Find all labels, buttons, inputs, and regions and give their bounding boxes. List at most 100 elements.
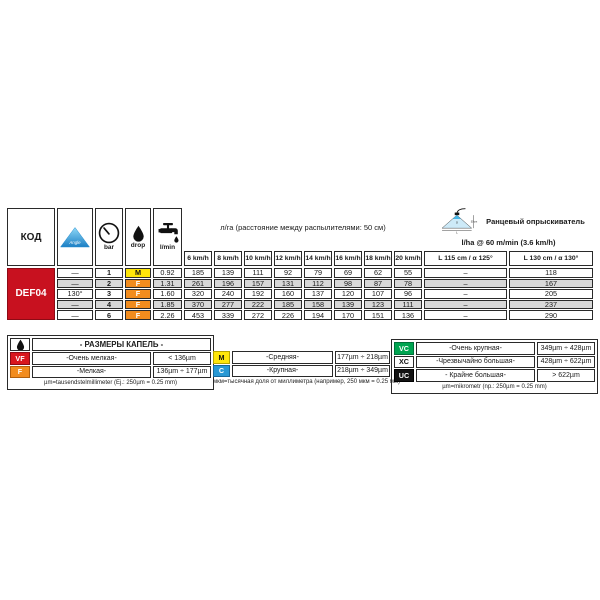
- size-code-m: M: [213, 351, 230, 364]
- lha-cell: 137: [304, 289, 332, 299]
- lha-cell: 370: [184, 299, 212, 310]
- lha-cell: 240: [214, 289, 242, 299]
- lha-cell: 92: [274, 268, 302, 278]
- l130-column-header: L 130 cm / α 130°: [509, 251, 593, 266]
- speed-header: 12 km/h: [274, 251, 302, 266]
- lha-cell: 107: [364, 289, 392, 299]
- lha-cell: 261: [184, 278, 212, 289]
- droplet-sizes-table-medium: M -Средняя- 177µm ÷ 218µm C -Крупная- 21…: [213, 351, 401, 386]
- size-range: 218µm ÷ 349µm: [335, 364, 390, 377]
- lha-cell: 96: [394, 289, 422, 299]
- size-range: 349µm ÷ 428µm: [537, 342, 595, 355]
- bar-cell: 4: [95, 299, 123, 310]
- lha-cell: 320: [184, 289, 212, 299]
- sprayer-alpha-label: α: [456, 221, 458, 225]
- lha-cell: 123: [364, 299, 392, 310]
- spec-table-header: КОД Angle bar: [7, 208, 593, 266]
- size-range: > 622µm: [537, 369, 595, 382]
- lha-cell: 272: [244, 310, 272, 320]
- lha-cell: 196: [214, 278, 242, 289]
- lha-cell: 111: [394, 299, 422, 310]
- sprayer-height-label: 30 cm: [471, 222, 477, 224]
- size-label: -Мелкая-: [32, 365, 151, 378]
- size-code-uc: UC: [394, 369, 414, 382]
- lha-cell: 78: [394, 278, 422, 289]
- lha-cell: 222: [244, 299, 272, 310]
- lha-cell: 185: [274, 299, 302, 310]
- flow-cell: 1.31: [153, 278, 182, 289]
- knapsack-title: Ранцевый опрыскиватель: [486, 216, 585, 226]
- speed-header: 16 km/h: [334, 251, 362, 266]
- size-label: -Очень крупная-: [416, 342, 535, 355]
- pressure-column-header: bar: [95, 208, 123, 266]
- drop-size-cell: M: [125, 268, 151, 278]
- lha-cell: 120: [334, 289, 362, 299]
- size-range: 428µm ÷ 622µm: [537, 355, 595, 368]
- drop-size-cell: F: [125, 289, 151, 299]
- lha-spacing-header: л/га (расстояние между распылителями: 50…: [220, 223, 386, 233]
- l115-column-header: L 115 cm / α 125°: [424, 251, 507, 266]
- speed-header: 8 km/h: [214, 251, 242, 266]
- knapsack-sprayer-icon: α 30 cm L: [441, 208, 477, 234]
- l130-cell: 237: [509, 299, 593, 310]
- nozzle-spec-table: КОД Angle bar: [7, 208, 593, 320]
- knapsack-header: α 30 cm L Ранцевый опрыскиватель: [424, 208, 593, 234]
- angle-cell: 130°: [57, 289, 93, 299]
- flow-cell: 0.92: [153, 268, 182, 278]
- lha-cell: 277: [214, 299, 242, 310]
- size-code-vf: VF: [10, 352, 30, 365]
- knapsack-subtitle: l/ha @ 60 m/min (3.6 km/h): [461, 238, 556, 247]
- speed-header: 18 km/h: [364, 251, 392, 266]
- angle-cell: —: [57, 268, 93, 278]
- lha-cell: 339: [214, 310, 242, 320]
- lha-cell: 192: [244, 289, 272, 299]
- droplet-sizes-table-fine: - РАЗМЕРЫ КАПЕЛЬ - VF -Очень мелкая- < 1…: [7, 335, 214, 390]
- lha-cell: 131: [274, 278, 302, 289]
- size-label: -Очень мелкая-: [32, 352, 151, 365]
- angle-cell: —: [57, 299, 93, 310]
- l115-cell: –: [424, 289, 507, 299]
- micron-footnote: µm=tausendstelmillimeter (Ej.: 250µm = 0…: [44, 380, 177, 386]
- droplet-sizes-title: - РАЗМЕРЫ КАПЕЛЬ -: [32, 338, 211, 351]
- droplet-sizes-table-coarse: VC -Очень крупная- 349µm ÷ 428µm XC -Чре…: [391, 339, 598, 394]
- lha-cell: 160: [274, 289, 302, 299]
- droplet-section-icon-cell: [10, 338, 30, 351]
- size-range: 177µm ÷ 218µm: [335, 351, 390, 364]
- size-code-xc: XC: [394, 355, 414, 368]
- angle-cell: —: [57, 310, 93, 320]
- nozzle-code: DEF04: [7, 268, 55, 320]
- flow-label: l/min: [159, 243, 176, 251]
- lha-cell: 139: [214, 268, 242, 278]
- micron-footnote: мкм=тысячная доля от миллиметра (наприме…: [213, 379, 401, 385]
- lha-cell: 111: [244, 268, 272, 278]
- lha-cell: 79: [304, 268, 332, 278]
- lha-cell: 453: [184, 310, 212, 320]
- speed-header: 6 km/h: [184, 251, 212, 266]
- bar-cell: 1: [95, 268, 123, 278]
- lha-cell: 151: [364, 310, 392, 320]
- pressure-gauge-icon: [98, 222, 120, 244]
- tap-icon: [158, 222, 178, 243]
- lha-cell: 136: [394, 310, 422, 320]
- size-code-f: F: [10, 365, 30, 378]
- speed-header: 10 km/h: [244, 251, 272, 266]
- bar-cell: 6: [95, 310, 123, 320]
- speed-header: 20 km/h: [394, 251, 422, 266]
- lha-cell: 98: [334, 278, 362, 289]
- droplet-icon: [16, 339, 24, 350]
- lha-cell: 194: [304, 310, 332, 320]
- micron-footnote: µm=mikrometr (np.: 250µm = 0.25 mm): [442, 383, 547, 390]
- size-range: 136µm ÷ 177µm: [153, 365, 211, 378]
- size-code-c: C: [213, 364, 230, 377]
- flow-column-header: l/min: [153, 208, 182, 266]
- l130-cell: 167: [509, 278, 593, 289]
- l130-cell: 290: [509, 310, 593, 320]
- lha-cell: 158: [304, 299, 332, 310]
- l115-cell: –: [424, 299, 507, 310]
- angle-icon-label: Angle: [68, 240, 81, 245]
- bar-cell: 3: [95, 289, 123, 299]
- l130-cell: 205: [509, 289, 593, 299]
- drop-size-cell: F: [125, 278, 151, 289]
- drop-label: drop: [130, 241, 146, 249]
- flow-cell: 1.60: [153, 289, 182, 299]
